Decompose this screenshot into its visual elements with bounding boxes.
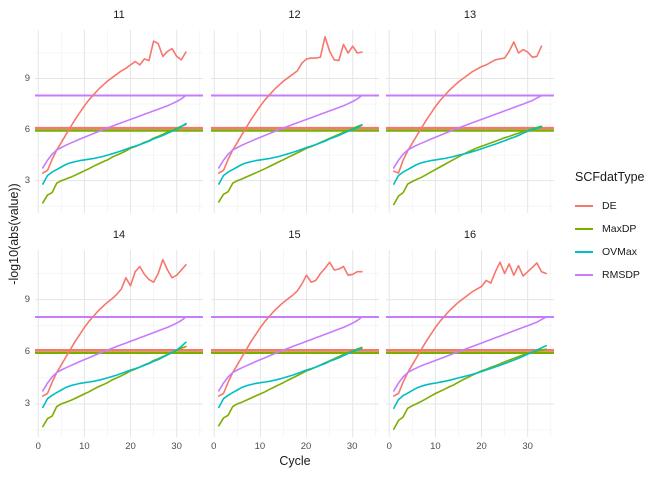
series-line-rmsdp (393, 316, 547, 392)
series-line-rmsdp (217, 94, 363, 169)
x-tick-label: 30 (171, 441, 182, 452)
series-line-maxdp (42, 123, 187, 204)
x-tick-label: 30 (346, 441, 358, 452)
legend-key-line-ovmax (575, 250, 593, 253)
series-line-ovmax (393, 344, 547, 410)
facet-strip-label: 12 (288, 9, 301, 21)
legend: SCFdatType DE MaxDP OVMax RMSDP (575, 170, 644, 286)
series-line-ovmax (393, 126, 543, 185)
y-tick-label: 9 (24, 293, 30, 305)
x-tick-label: 20 (300, 441, 312, 452)
legend-item-de: DE (575, 194, 644, 217)
series-line-rmsdp (42, 316, 187, 392)
y-tick-label: 3 (24, 397, 30, 409)
facet-strip-label: 13 (463, 9, 477, 21)
x-axis-title: Cycle (279, 454, 311, 468)
legend-item-maxdp: MaxDP (575, 217, 644, 240)
facet-strip-label: 15 (288, 229, 301, 241)
facet-strip-label: 11 (113, 9, 125, 21)
legend-label-rmsdp: RMSDP (602, 268, 640, 281)
series-line-maxdp (393, 125, 543, 206)
x-tick-label: 20 (125, 441, 136, 452)
series-line-rmsdp (217, 316, 363, 392)
legend-title: SCFdatType (575, 170, 645, 184)
legend-key-line-rmsdp (575, 273, 593, 276)
y-tick-label: 3 (24, 174, 30, 186)
legend-label-maxdp: MaxDP (602, 222, 637, 235)
series-line-maxdp (393, 348, 547, 430)
legend-label-ovmax: OVMax (602, 245, 638, 258)
series-line-rmsdp (393, 94, 543, 169)
series-line-de (42, 40, 187, 174)
legend-label-de: DE (602, 199, 617, 212)
facet-panel-15 (210, 250, 379, 437)
facet-panel-13 (386, 30, 554, 213)
x-tick-label: 0 (211, 441, 217, 452)
y-tick-label: 9 (24, 72, 30, 84)
x-tick-label: 0 (386, 441, 392, 452)
x-tick-label: 20 (476, 441, 487, 452)
facet-strip-label: 16 (463, 229, 477, 241)
facet-panel-11 (35, 30, 203, 213)
legend-item-ovmax: OVMax (575, 240, 644, 263)
legend-item-rmsdp: RMSDP (575, 263, 644, 286)
series-line-maxdp (217, 346, 363, 427)
series-line-ovmax (42, 341, 187, 409)
y-tick-label: 6 (24, 123, 30, 135)
x-tick-label: 30 (522, 441, 533, 452)
x-tick-label: 0 (35, 441, 41, 452)
y-tick-label: 6 (24, 345, 30, 357)
legend-key-line-maxdp (575, 227, 593, 230)
facet-strip-label: 14 (112, 229, 126, 241)
series-line-ovmax (42, 122, 187, 185)
x-tick-label: 10 (254, 441, 266, 452)
facet-panel-12 (210, 30, 379, 213)
series-line-de (217, 261, 363, 397)
series-line-ovmax (217, 347, 363, 409)
series-line-de (217, 36, 363, 174)
series-line-rmsdp (42, 94, 187, 169)
series-line-de (393, 41, 543, 174)
x-tick-label: 10 (430, 441, 441, 452)
series-line-de (42, 258, 187, 397)
series-line-ovmax (217, 124, 363, 185)
series-line-maxdp (217, 124, 363, 203)
legend-key-line-de (575, 204, 593, 207)
facet-panel-14 (35, 250, 203, 437)
facet-panel-16 (386, 250, 554, 437)
x-tick-label: 10 (79, 441, 90, 452)
series-line-de (393, 261, 547, 397)
